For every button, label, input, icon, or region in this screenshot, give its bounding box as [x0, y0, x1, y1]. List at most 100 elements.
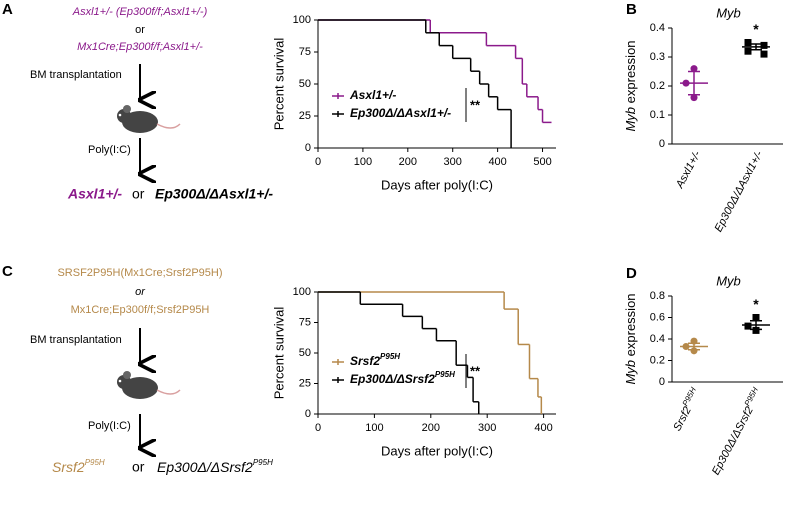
x-axis-label: Days after poly(I:C)	[381, 443, 493, 458]
legend-label: Asxl1+/-	[349, 88, 396, 102]
y-tick-label: 25	[299, 377, 311, 389]
significance: *	[753, 21, 759, 37]
result: Ep300Δ/ΔAsxl1+/-	[155, 186, 273, 202]
y-tick-label: 0.4	[650, 22, 665, 34]
gene: Myb	[623, 107, 638, 132]
mouse-icon	[116, 104, 181, 134]
legend-text: Ep300Δ/ΔSrsf2	[350, 372, 435, 386]
legend-text: Srsf2	[350, 354, 380, 368]
data-point	[760, 50, 768, 58]
superscript: P95H	[85, 458, 105, 467]
category: Ep300Δ/ΔAsxl1+/-	[713, 149, 766, 234]
y-axis-label: Percent survival	[271, 307, 286, 400]
step: BM transplantation	[30, 69, 122, 81]
y-tick-label: 0	[305, 142, 311, 154]
y-tick-label: 0	[659, 376, 665, 388]
y-tick-label: 25	[299, 110, 311, 122]
or: or	[135, 24, 145, 36]
legend-label: Ep300Δ/ΔAsxl1+/-	[350, 106, 451, 120]
superscript: P95H	[743, 386, 760, 408]
x-tick-label: Srsf2P95H	[669, 386, 704, 433]
step: Poly(I:C)	[88, 144, 131, 156]
legend-label: Ep300Δ/ΔSrsf2P95H	[350, 370, 455, 386]
data-point	[744, 39, 752, 46]
legend-label: Srsf2P95H	[350, 352, 400, 368]
error-bar	[688, 70, 700, 96]
y-tick-label: 50	[299, 347, 311, 359]
y-tick-label: 0.1	[650, 109, 665, 121]
step: BM transplantation	[30, 334, 122, 346]
x-tick-label: 0	[315, 422, 321, 434]
significance: **	[470, 363, 481, 378]
y-tick-label: 0.4	[650, 333, 665, 345]
significance: *	[753, 296, 759, 312]
chart-title: Myb	[716, 5, 741, 20]
legend-text: Ep300Δ/ΔAsxl1+/-	[350, 106, 451, 120]
category: Srsf2	[671, 405, 694, 433]
superscript: P95H	[253, 458, 273, 467]
y-tick-label: 100	[293, 14, 311, 26]
error-bar	[750, 319, 762, 331]
panel-label: C	[2, 263, 13, 280]
x-tick-label: Asxl1+/-	[673, 149, 703, 191]
or: or	[132, 459, 145, 475]
x-tick-label: 400	[488, 156, 506, 168]
label-text: expression	[623, 293, 638, 356]
y-tick-label: 0.2	[650, 354, 665, 366]
result-text: Srsf2	[52, 459, 85, 475]
mouse-icon	[116, 370, 181, 400]
gene: Myb	[623, 360, 638, 385]
category: Ep300Δ/ΔSrsf2	[710, 405, 756, 477]
result-text: Ep300Δ/ΔSrsf2	[157, 459, 253, 475]
data-point	[752, 326, 760, 334]
y-tick-label: 0	[305, 408, 311, 420]
data-point	[690, 65, 698, 73]
x-tick-label: 200	[422, 422, 440, 434]
data-point	[752, 314, 760, 321]
x-tick-label: 500	[533, 156, 551, 168]
x-tick-label: 200	[399, 156, 417, 168]
result: Srsf2P95H	[52, 458, 105, 475]
x-tick-label: 300	[478, 422, 496, 434]
y-tick-label: 0.8	[650, 290, 665, 302]
genotype: SRSF2P95H(Mx1Cre;Srsf2P95H)	[57, 267, 222, 279]
genotype: Mx1Cre;Ep300f/f;Srsf2P95H	[71, 304, 210, 316]
y-tick-label: 0.2	[650, 80, 665, 92]
error-bar	[688, 342, 700, 351]
step: Poly(I:C)	[88, 420, 131, 432]
y-tick-label: 100	[293, 286, 311, 298]
y-tick-label: 75	[299, 46, 311, 58]
scheme-c: SRSF2P95H(Mx1Cre;Srsf2P95H) or Mx1Cre;Ep…	[30, 267, 273, 475]
panel-labels: A B C D	[2, 1, 637, 282]
y-axis-label: Myb expression	[623, 293, 638, 384]
chart-title: Myb	[716, 273, 741, 288]
data-point	[744, 47, 752, 55]
y-axis-label: Myb expression	[623, 40, 638, 131]
genotype: Mx1Cre;Ep300f/f;Asxl1+/-	[77, 41, 203, 53]
result: Asxl1+/-	[67, 186, 122, 202]
data-point	[744, 322, 752, 330]
y-tick-label: 75	[299, 316, 311, 328]
panel-label: B	[626, 1, 637, 18]
y-axis-label: Percent survival	[271, 38, 286, 131]
x-tick-label: 0	[315, 156, 321, 168]
or: or	[132, 186, 145, 202]
data-point	[690, 94, 698, 102]
y-tick-label: 0	[659, 138, 665, 150]
superscript: P95H	[435, 370, 455, 379]
superscript: P95H	[681, 386, 698, 408]
legend-text: Asxl1+/-	[349, 88, 396, 102]
panel-label: A	[2, 1, 13, 18]
result: Ep300Δ/ΔSrsf2P95H	[157, 458, 273, 475]
error-bar	[750, 43, 762, 51]
x-tick-label: Ep300Δ/ΔAsxl1+/-	[713, 149, 766, 234]
label-text: expression	[623, 40, 638, 103]
superscript: P95H	[380, 352, 400, 361]
genotype: Asxl1+/- (Ep300f/f;Asxl1+/-)	[72, 6, 208, 18]
x-tick-label: 100	[354, 156, 372, 168]
x-tick-label: 300	[444, 156, 462, 168]
or: or	[135, 286, 146, 298]
x-tick-label: Ep300Δ/ΔSrsf2P95H	[707, 386, 765, 477]
panel-label: D	[626, 265, 637, 282]
